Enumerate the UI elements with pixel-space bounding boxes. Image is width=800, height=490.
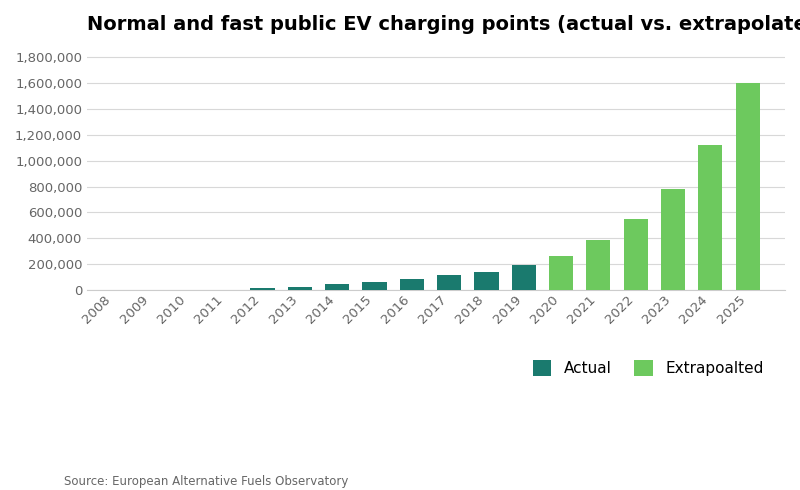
Bar [250, 288, 274, 290]
Bar [735, 83, 760, 290]
Bar [511, 265, 536, 290]
Bar [549, 256, 573, 290]
Bar [474, 272, 498, 290]
Bar [362, 282, 386, 290]
Legend: Actual, Extrapoalted: Actual, Extrapoalted [533, 360, 763, 376]
Bar [437, 275, 461, 290]
Text: Normal and fast public EV charging points (actual vs. extrapolated): Normal and fast public EV charging point… [87, 15, 800, 34]
Bar [698, 145, 722, 290]
Bar [623, 219, 648, 290]
Bar [288, 287, 312, 290]
Bar [325, 284, 350, 290]
Bar [399, 279, 424, 290]
Bar [661, 189, 685, 290]
Text: Source: European Alternative Fuels Observatory: Source: European Alternative Fuels Obser… [64, 475, 348, 488]
Bar [586, 240, 610, 290]
